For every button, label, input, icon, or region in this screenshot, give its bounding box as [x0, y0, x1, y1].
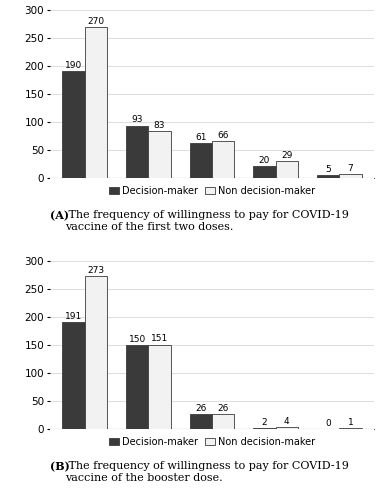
Bar — [148, 344, 171, 429]
Text: 93: 93 — [131, 116, 143, 124]
Text: 2: 2 — [262, 418, 267, 426]
Bar — [276, 426, 298, 429]
Bar — [190, 414, 212, 429]
Text: 29: 29 — [281, 151, 293, 160]
Text: (A): (A) — [50, 210, 69, 221]
Bar — [148, 131, 171, 178]
Bar — [276, 162, 298, 178]
Text: 83: 83 — [154, 121, 165, 130]
Text: 150: 150 — [129, 335, 146, 344]
Legend: Decision-maker, Non decision-maker: Decision-maker, Non decision-maker — [109, 186, 315, 196]
Bar — [126, 126, 148, 178]
Bar — [212, 140, 234, 177]
Text: 270: 270 — [87, 16, 104, 26]
Text: 4: 4 — [284, 416, 290, 426]
Text: 1: 1 — [348, 418, 353, 427]
Bar — [62, 322, 85, 429]
Bar — [126, 345, 148, 429]
Bar — [253, 428, 276, 429]
Bar — [339, 428, 362, 429]
Text: The frequency of willingness to pay for COVID-19 vaccine of the booster dose.: The frequency of willingness to pay for … — [65, 462, 349, 483]
Bar — [253, 166, 276, 177]
Text: 5: 5 — [325, 164, 331, 173]
Text: 7: 7 — [348, 164, 353, 172]
Text: 0: 0 — [325, 418, 331, 428]
Bar — [212, 414, 234, 429]
Bar — [339, 174, 362, 178]
Text: 26: 26 — [217, 404, 229, 413]
Text: 26: 26 — [195, 404, 207, 413]
Legend: Decision-maker, Non decision-maker: Decision-maker, Non decision-maker — [109, 437, 315, 447]
Bar — [85, 276, 107, 429]
Text: 273: 273 — [87, 266, 104, 276]
Text: 61: 61 — [195, 134, 207, 142]
Text: 151: 151 — [151, 334, 168, 344]
Bar — [317, 175, 339, 178]
Text: 66: 66 — [217, 130, 229, 140]
Text: 191: 191 — [65, 312, 82, 321]
Text: 20: 20 — [259, 156, 270, 166]
Bar — [85, 27, 107, 178]
Bar — [190, 144, 212, 178]
Text: (B): (B) — [50, 462, 70, 472]
Text: The frequency of willingness to pay for COVID-19 vaccine of the first two doses.: The frequency of willingness to pay for … — [65, 210, 349, 232]
Text: 190: 190 — [65, 62, 82, 70]
Bar — [62, 72, 85, 178]
